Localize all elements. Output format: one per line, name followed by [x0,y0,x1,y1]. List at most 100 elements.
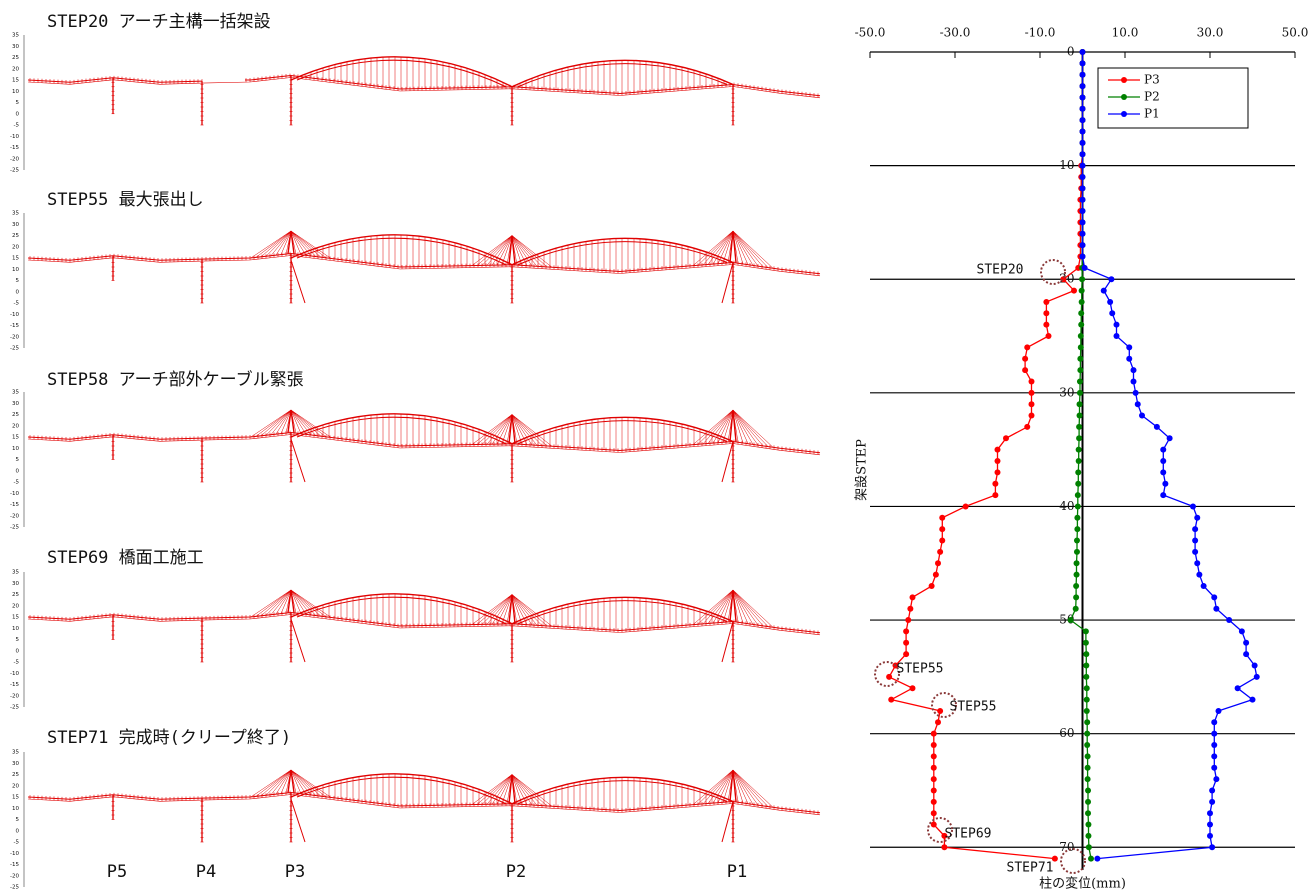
annotation: STEP55 [897,662,944,677]
series-point [1126,344,1132,350]
x-tick-label: -10.0 [1025,26,1056,40]
panel-y-tick-label: 5 [16,278,20,284]
series-point [1213,606,1219,612]
panel-y-tick-label: 15 [12,615,19,621]
panel-y-tick-label: 10 [12,806,19,812]
legend-label: P3 [1144,73,1160,87]
series-point [939,515,945,521]
series-point [931,822,937,828]
series-point [1077,378,1083,384]
panel-title: STEP71 完成時(クリープ終了) [47,728,291,748]
series-point [1235,685,1241,691]
series-point [1085,810,1091,816]
series-point [1190,503,1196,509]
series-point [1252,663,1258,669]
panel-y-tick-label: 30 [12,401,19,407]
series-point [1078,333,1084,339]
series-point [1239,628,1245,634]
legend-marker [1121,111,1127,117]
series-point [1029,413,1035,419]
series-point [1211,594,1217,600]
series-point [931,753,937,759]
panel-y-tick-label: -20 [10,334,19,340]
series-point [931,787,937,793]
series-point [1080,72,1086,78]
series-point [995,447,1001,453]
series-point [1209,787,1215,793]
series-point [1114,322,1120,328]
series-point [1076,458,1082,464]
annotation: STEP71 [1007,861,1054,876]
panel-y-tick-label: -20 [10,873,19,879]
series-point [1080,174,1086,180]
series-point [1080,129,1086,135]
series-point [1192,526,1198,532]
panel-y-tick-label: -15 [10,502,19,508]
series-point [1080,254,1086,260]
panel-y-tick-label: -25 [10,885,19,891]
series-point [1160,469,1166,475]
series-point [931,776,937,782]
series-point [888,697,894,703]
panel-y-tick-label: 0 [16,828,20,834]
series-point [1207,822,1213,828]
series-point [931,742,937,748]
pier-label: P2 [506,862,526,882]
panel-y-tick-label: 30 [12,581,19,587]
series-point [1192,538,1198,544]
panel-y-tick-label: 30 [12,222,19,228]
panel-y-tick-label: 0 [16,289,20,295]
series-point [1080,83,1086,89]
series-point [1080,94,1086,100]
series-point [1073,583,1079,589]
series-point [1029,378,1035,384]
series-point [1068,617,1074,623]
series-point [1080,163,1086,169]
panel-y-tick-label: 25 [12,772,19,778]
series-point [1133,390,1139,396]
panel-y-tick-label: 35 [12,750,19,756]
series-point [1080,185,1086,191]
series-point [1074,549,1080,555]
series-point [1076,424,1082,430]
series-point [1043,310,1049,316]
panel-y-tick-label: 20 [12,783,19,789]
series-point [1073,594,1079,600]
panel-y-tick-label: -20 [10,693,19,699]
series-point [1083,640,1089,646]
panel-y-tick-label: -25 [10,525,19,531]
series-point [935,560,941,566]
series-point [903,651,909,657]
series-point [939,538,945,544]
series-point [1043,299,1049,305]
legend-box [1098,68,1248,128]
series-point [907,606,913,612]
series-point [995,469,1001,475]
panel-y-tick-label: 0 [16,111,20,117]
series-point [935,719,941,725]
pier-label: P5 [107,862,127,882]
series-point [1084,685,1090,691]
panel-title: STEP20 アーチ主構一括架設 [47,12,271,32]
panel-y-tick-label: 25 [12,592,19,598]
series-point [1131,367,1137,373]
series-point [1082,265,1088,271]
series-point [1160,492,1166,498]
series-point [929,583,935,589]
panel-y-tick-label: 20 [12,603,19,609]
series-point [1080,106,1086,112]
annotation: STEP55 [950,700,997,715]
series-point [1243,651,1249,657]
x-tick-label: -50.0 [855,26,886,40]
series-point [1080,197,1086,203]
series-point [1073,606,1079,612]
panel-y-tick-label: 10 [12,267,19,273]
x-tick-label: 50.0 [1282,26,1309,40]
series-point [1029,390,1035,396]
x-tick-label: 10.0 [1112,26,1139,40]
series-point [1080,117,1086,123]
series-point [1207,810,1213,816]
series-point [1226,617,1232,623]
series-point [1109,310,1115,316]
series-point [1083,674,1089,680]
